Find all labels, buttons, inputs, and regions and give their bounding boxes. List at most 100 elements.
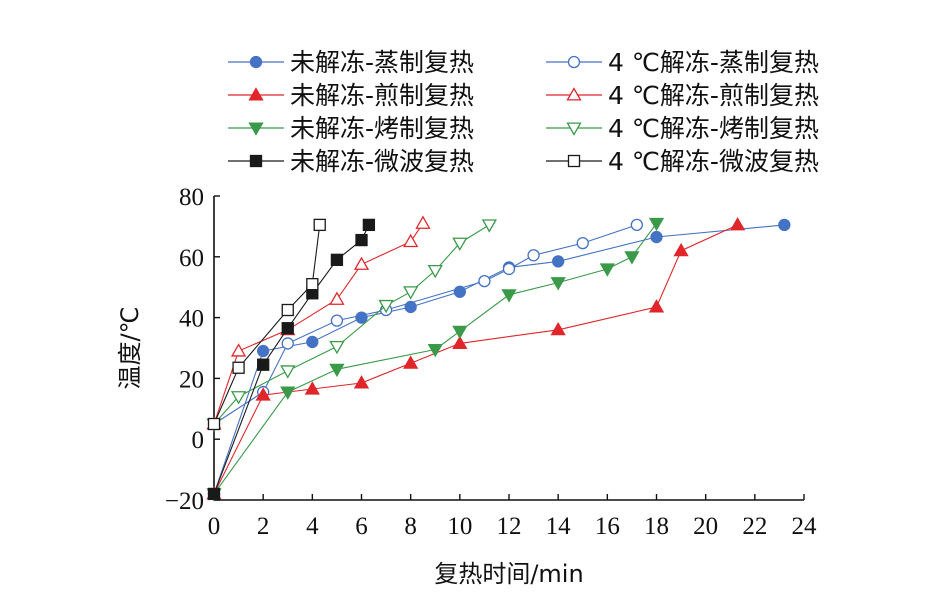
data-point (599, 263, 615, 277)
data-point (281, 303, 294, 317)
series-line (213, 224, 785, 495)
data-point (329, 363, 345, 378)
data-point (624, 251, 640, 265)
data-point (630, 218, 643, 232)
legend-label: 4 ℃解冻-微波复热 (608, 147, 819, 176)
data-point (673, 242, 689, 257)
data-point (362, 218, 376, 232)
data-point (552, 255, 565, 268)
y-tick-label: 20 (179, 366, 204, 393)
x-tick-label: 16 (595, 513, 620, 540)
legend-entry: 4 ℃解冻-烤制复热 (546, 114, 819, 143)
data-point (330, 253, 344, 266)
data-point (403, 233, 419, 248)
data-point (415, 215, 431, 229)
data-point (280, 365, 296, 379)
x-tick-label: 18 (644, 513, 669, 540)
data-point (355, 311, 368, 324)
data-point (403, 286, 419, 300)
legend-label: 未解冻-烤制复热 (290, 114, 474, 143)
data-point (230, 391, 247, 405)
y-tick-label: 80 (179, 184, 204, 211)
legend-label: 未解冻-煎制复热 (290, 81, 474, 110)
data-point (404, 300, 417, 314)
legend-entry: 未解冻-微波复热 (228, 147, 474, 176)
x-tick-label: 12 (497, 513, 522, 540)
data-point (481, 219, 497, 233)
data-point (329, 340, 345, 355)
data-point (313, 218, 326, 232)
x-tick-label: 20 (693, 513, 718, 540)
x-axis-title: 复热时间/min (434, 560, 583, 588)
data-point (207, 417, 221, 431)
series-3 (206, 217, 746, 500)
x-tick-label: 8 (404, 513, 417, 540)
data-point (427, 264, 443, 279)
legend-marker (567, 154, 581, 168)
legend-marker (249, 154, 263, 168)
legend-label: 未解冻-微波复热 (290, 147, 474, 176)
legend-label: 未解冻-蒸制复热 (290, 48, 474, 77)
data-point (478, 274, 491, 288)
data-point (304, 381, 320, 395)
data-point (329, 291, 345, 305)
data-point (255, 387, 271, 401)
legend-entry: 4 ℃解冻-煎制复热 (546, 81, 819, 110)
legend-label: 4 ℃解冻-烤制复热 (608, 114, 819, 143)
data-point (353, 256, 370, 270)
data-point (648, 299, 665, 313)
legend-marker (566, 87, 582, 101)
y-tick-label: 40 (179, 306, 204, 333)
data-point (306, 335, 319, 349)
data-point (257, 344, 270, 358)
data-point (257, 358, 270, 371)
legend-marker (567, 55, 581, 69)
data-point (452, 325, 468, 340)
data-point (230, 343, 247, 357)
legend-marker (248, 122, 264, 136)
data-point (648, 217, 665, 232)
data-point (232, 361, 245, 374)
data-point (650, 230, 663, 244)
series-1 (207, 218, 791, 501)
series-8 (207, 218, 326, 431)
data-point (452, 237, 468, 251)
series-7 (207, 218, 376, 501)
data-point (403, 355, 419, 369)
legend-entry: 未解冻-烤制复热 (228, 114, 474, 143)
x-tick-label: 22 (742, 513, 767, 540)
plot-area (206, 215, 791, 502)
data-point (281, 337, 294, 350)
series-line (213, 224, 490, 425)
data-point (501, 289, 517, 303)
x-tick-label: 2 (257, 513, 270, 540)
data-point (550, 277, 566, 291)
legend-marker (248, 87, 264, 101)
y-tick-label: −20 (165, 488, 204, 515)
x-tick-label: 6 (355, 513, 368, 540)
data-point (353, 375, 370, 389)
data-point (355, 233, 368, 247)
data-point (306, 278, 319, 291)
legend-entry: 未解冻-煎制复热 (228, 81, 474, 110)
data-point (452, 335, 468, 349)
data-point (778, 218, 791, 232)
legend-entry: 4 ℃解冻-微波复热 (546, 147, 819, 176)
y-axis-title: 温度/℃ (116, 306, 144, 389)
legend-marker (249, 55, 263, 69)
series-5 (206, 217, 665, 502)
legend-marker (566, 122, 582, 136)
legend-entry: 未解冻-蒸制复热 (228, 48, 474, 77)
legend-label: 4 ℃解冻-蒸制复热 (608, 48, 819, 77)
data-point (378, 299, 394, 314)
series-line (213, 224, 738, 495)
data-point (550, 321, 566, 336)
series-line (213, 224, 637, 425)
series-2 (207, 218, 643, 431)
data-point (576, 236, 589, 250)
y-tick-label: 0 (192, 427, 205, 454)
data-point (207, 487, 221, 501)
